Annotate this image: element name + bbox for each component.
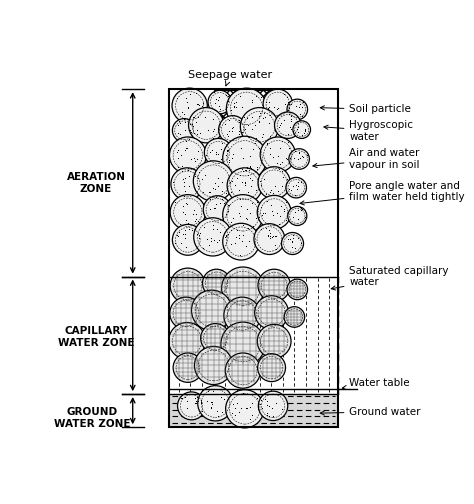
Circle shape: [204, 139, 232, 166]
Circle shape: [223, 223, 259, 260]
Bar: [169, 89, 338, 427]
Bar: [169, 89, 338, 277]
Circle shape: [255, 296, 289, 330]
Circle shape: [202, 269, 230, 297]
Circle shape: [198, 386, 233, 421]
Circle shape: [219, 115, 246, 144]
Circle shape: [284, 306, 305, 327]
Circle shape: [191, 290, 232, 331]
Circle shape: [258, 391, 288, 420]
Text: Saturated capillary
water: Saturated capillary water: [331, 266, 449, 290]
Text: Water table: Water table: [342, 378, 410, 390]
Text: CAPILLARY
WATER ZONE: CAPILLARY WATER ZONE: [58, 326, 134, 348]
Circle shape: [227, 168, 263, 203]
Text: Ground water: Ground water: [320, 407, 421, 417]
Circle shape: [258, 354, 285, 382]
Text: Hygroscopic
water: Hygroscopic water: [324, 120, 413, 142]
Text: Seepage water: Seepage water: [188, 70, 272, 86]
Circle shape: [288, 207, 307, 225]
Circle shape: [222, 267, 264, 309]
Circle shape: [286, 177, 307, 198]
Text: AERATION
ZONE: AERATION ZONE: [66, 172, 126, 194]
Circle shape: [194, 346, 233, 385]
Circle shape: [227, 88, 267, 129]
Circle shape: [287, 99, 308, 120]
Circle shape: [263, 89, 292, 118]
Bar: [169, 394, 338, 427]
Text: GROUND
WATER ZONE: GROUND WATER ZONE: [54, 407, 130, 429]
Circle shape: [223, 195, 263, 235]
Circle shape: [274, 112, 301, 139]
Circle shape: [170, 195, 205, 230]
Bar: [169, 277, 338, 394]
Circle shape: [254, 224, 285, 255]
Circle shape: [172, 88, 207, 123]
Circle shape: [169, 323, 205, 359]
Circle shape: [260, 137, 295, 172]
Circle shape: [258, 167, 290, 199]
Text: Pore angle water and
film water held tightly: Pore angle water and film water held tig…: [300, 180, 465, 205]
Circle shape: [178, 392, 205, 420]
Bar: [213, 90, 280, 122]
Circle shape: [223, 136, 267, 180]
Circle shape: [193, 161, 234, 201]
Circle shape: [194, 218, 232, 256]
Circle shape: [282, 232, 303, 255]
Circle shape: [169, 137, 206, 174]
Circle shape: [173, 118, 196, 142]
Circle shape: [226, 390, 264, 428]
Circle shape: [221, 322, 265, 366]
Circle shape: [173, 224, 203, 255]
Circle shape: [170, 297, 202, 330]
Circle shape: [189, 107, 224, 143]
Circle shape: [224, 297, 261, 334]
Circle shape: [257, 196, 291, 229]
Circle shape: [287, 279, 308, 300]
Circle shape: [203, 196, 231, 224]
Text: Air and water
vapour in soil: Air and water vapour in soil: [313, 148, 420, 170]
Circle shape: [173, 353, 202, 383]
Circle shape: [201, 324, 230, 353]
Circle shape: [240, 107, 279, 146]
Circle shape: [170, 268, 205, 303]
Text: Soil particle: Soil particle: [320, 104, 411, 114]
Circle shape: [289, 149, 310, 169]
Circle shape: [208, 90, 231, 114]
Circle shape: [257, 324, 291, 358]
Circle shape: [258, 269, 290, 301]
Circle shape: [171, 168, 203, 200]
Circle shape: [225, 353, 261, 388]
Circle shape: [293, 121, 310, 139]
